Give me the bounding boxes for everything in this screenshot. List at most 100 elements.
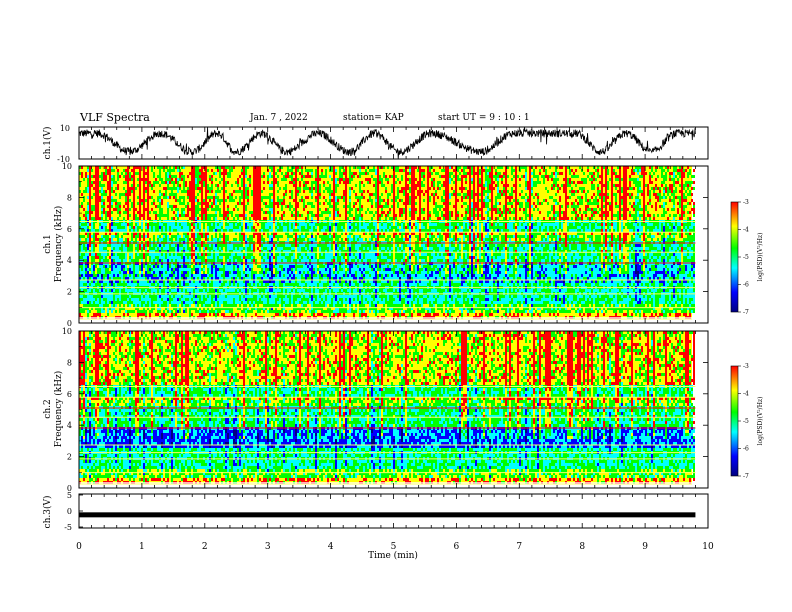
spectrogram-cell bbox=[115, 304, 117, 307]
spectrogram-cell bbox=[95, 295, 97, 298]
spectrogram-cell bbox=[293, 283, 295, 286]
spectrogram-cell bbox=[195, 307, 197, 310]
spectrogram-cell bbox=[259, 289, 261, 292]
spectrogram-cell bbox=[131, 202, 133, 205]
spectrogram-cell bbox=[205, 184, 207, 187]
spectrogram-cell bbox=[259, 181, 261, 184]
spectrogram-cell bbox=[231, 250, 233, 253]
spectrogram-cell bbox=[105, 259, 107, 262]
spectrogram-cell bbox=[211, 289, 213, 292]
spectrogram-cell bbox=[217, 184, 219, 187]
spectrogram-cell bbox=[285, 304, 287, 307]
spectrogram-cell bbox=[207, 274, 209, 277]
spectrogram-cell bbox=[199, 190, 201, 193]
spectrogram-cell bbox=[217, 304, 219, 307]
spectrogram-cell bbox=[173, 256, 175, 259]
spectrogram-cell bbox=[239, 196, 241, 199]
spectrogram-cell bbox=[159, 172, 161, 175]
spectrogram-cell bbox=[221, 295, 223, 298]
spectrogram-cell bbox=[153, 253, 155, 256]
spectrogram-cell bbox=[119, 283, 121, 286]
spectrogram-cell bbox=[173, 181, 175, 184]
spectrogram-cell bbox=[289, 298, 291, 301]
spectrogram-cell bbox=[181, 238, 183, 241]
spectrogram-cell bbox=[101, 268, 103, 271]
spectrogram-cell bbox=[191, 229, 193, 232]
spectrogram-cell bbox=[327, 271, 329, 274]
spectrogram-cell bbox=[317, 301, 319, 304]
spectrogram-cell bbox=[91, 184, 93, 187]
spectrogram-cell bbox=[149, 196, 151, 199]
spectrogram-cell bbox=[229, 253, 231, 256]
spectrogram-cell bbox=[183, 229, 185, 232]
spectrogram-cell bbox=[101, 271, 103, 274]
spectrogram-cell bbox=[163, 259, 165, 262]
spectrogram-cell bbox=[211, 310, 213, 313]
spectrogram-cell bbox=[291, 223, 293, 226]
spectrogram-cell bbox=[317, 202, 319, 205]
spectrogram-cell bbox=[185, 271, 187, 274]
spectrogram-cell bbox=[311, 265, 313, 268]
spectrogram-cell bbox=[143, 205, 145, 208]
spectrogram-cell bbox=[277, 196, 279, 199]
spectrogram-cell bbox=[215, 208, 217, 211]
spectrogram-cell bbox=[235, 214, 237, 217]
spectrogram-cell bbox=[311, 214, 313, 217]
spectrogram-cell bbox=[259, 229, 261, 232]
spectrogram-cell bbox=[245, 223, 247, 226]
spectrogram-cell bbox=[213, 253, 215, 256]
spectrogram-cell bbox=[267, 259, 269, 262]
spectrogram-cell bbox=[191, 235, 193, 238]
spectrogram-cell bbox=[179, 238, 181, 241]
spectrogram-cell bbox=[99, 238, 101, 241]
spectrogram-cell bbox=[143, 310, 145, 313]
spectrogram-cell bbox=[97, 283, 99, 286]
spectrogram-cell bbox=[137, 277, 139, 280]
spectrogram-cell bbox=[289, 205, 291, 208]
spectrogram-cell bbox=[141, 202, 143, 205]
spectrogram-cell bbox=[183, 178, 185, 181]
spectrogram-cell bbox=[105, 265, 107, 268]
spectrogram-cell bbox=[143, 295, 145, 298]
spectrogram-cell bbox=[89, 217, 91, 220]
spectrogram-cell bbox=[321, 253, 323, 256]
spectrogram-cell bbox=[291, 301, 293, 304]
spectrogram-cell bbox=[131, 310, 133, 313]
spectrogram-cell bbox=[311, 289, 313, 292]
spectrogram-cell bbox=[305, 205, 307, 208]
spectrogram-cell bbox=[295, 169, 297, 172]
spectrogram-cell bbox=[223, 184, 225, 187]
spectrogram-cell bbox=[217, 199, 219, 202]
spectrogram-cell bbox=[107, 313, 109, 316]
spectrogram-cell bbox=[179, 223, 181, 226]
spectrogram-cell bbox=[111, 205, 113, 208]
spectrogram-cell bbox=[267, 178, 269, 181]
spectrogram-cell bbox=[255, 298, 257, 301]
spectrogram-cell bbox=[161, 283, 163, 286]
spectrogram-cell bbox=[161, 304, 163, 307]
spectrogram-cell bbox=[215, 199, 217, 202]
spectrogram-cell bbox=[99, 310, 101, 313]
spectrogram-cell bbox=[149, 181, 151, 184]
spectrogram-cell bbox=[149, 301, 151, 304]
spectrogram-cell bbox=[91, 271, 93, 274]
spectrogram-cell bbox=[253, 244, 255, 247]
spectrogram-cell bbox=[247, 190, 249, 193]
spectrogram-cell bbox=[243, 310, 245, 313]
spectrogram-cell bbox=[191, 301, 193, 304]
spectrogram-cell bbox=[285, 172, 287, 175]
spectrogram-cell bbox=[293, 274, 295, 277]
spectrogram-cell bbox=[203, 199, 205, 202]
spectrogram-cell bbox=[135, 259, 137, 262]
spectrogram-cell bbox=[103, 184, 105, 187]
spectrogram-cell bbox=[265, 217, 267, 220]
spectrogram-cell bbox=[223, 205, 225, 208]
spectrogram-cell bbox=[251, 268, 253, 271]
spectrogram-cell bbox=[241, 178, 243, 181]
spectrogram-cell bbox=[223, 208, 225, 211]
spectrogram-cell bbox=[119, 274, 121, 277]
spectrogram-cell bbox=[311, 187, 313, 190]
spectrogram-cell bbox=[109, 298, 111, 301]
spectrogram-cell bbox=[233, 250, 235, 253]
spectrogram-cell bbox=[131, 247, 133, 250]
